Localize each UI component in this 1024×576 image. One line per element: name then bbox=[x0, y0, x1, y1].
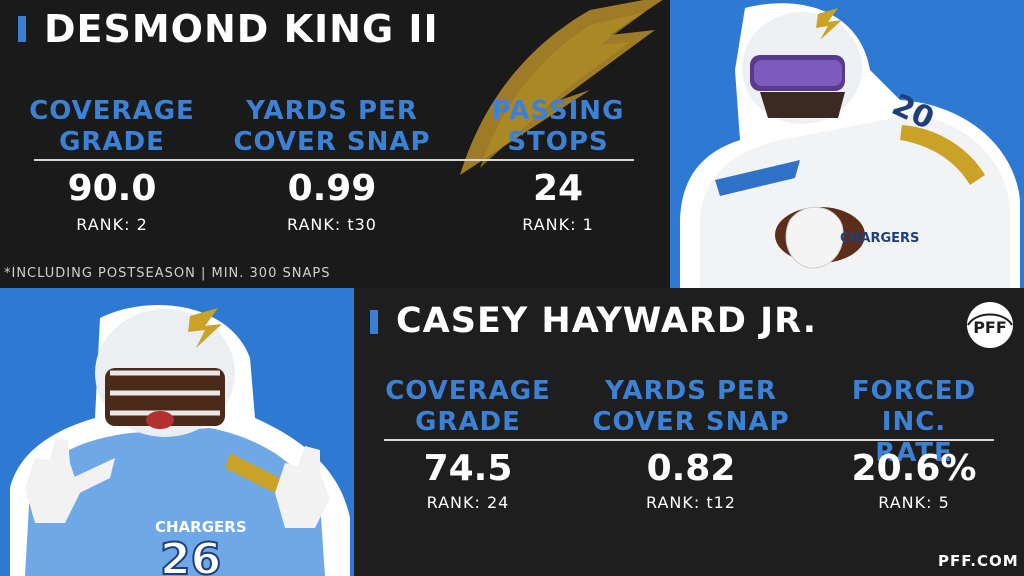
player-photo-art: 20 CHARGERS bbox=[680, 3, 1020, 288]
stat-rank-passing-stops: RANK: 1 bbox=[522, 215, 594, 234]
casey-hayward-stats-panel: CASEY HAYWARD JR. PFF COVERAGE GRADE YAR… bbox=[354, 288, 1024, 576]
stat-label-coverage-grade: COVERAGE GRADE bbox=[385, 376, 551, 437]
svg-text:CHARGERS: CHARGERS bbox=[840, 231, 919, 246]
desmond-king-photo: 20 CHARGERS bbox=[670, 0, 1024, 288]
stat-value-yards-per-cover-snap: 0.82 bbox=[646, 448, 736, 489]
stat-value-yards-per-cover-snap: 0.99 bbox=[287, 168, 377, 209]
stat-rank-coverage-grade: RANK: 2 bbox=[76, 215, 148, 234]
name-accent-bar bbox=[18, 16, 26, 42]
footnote: *INCLUDING POSTSEASON | MIN. 300 SNAPS bbox=[4, 266, 331, 281]
stat-value-coverage-grade: 74.5 bbox=[423, 448, 513, 489]
stat-rank-yards-per-cover-snap: RANK: t30 bbox=[287, 215, 377, 234]
stat-label-coverage-grade: COVERAGE GRADE bbox=[29, 96, 195, 157]
player-name: DESMOND KING II bbox=[44, 7, 439, 51]
stat-divider bbox=[384, 439, 994, 441]
player-name: CASEY HAYWARD JR. bbox=[396, 301, 818, 341]
stat-rank-yards-per-cover-snap: RANK: t12 bbox=[646, 493, 736, 512]
casey-hayward-photo: CHARGERS 26 bbox=[0, 288, 354, 576]
pff-logo-text: PFF bbox=[973, 318, 1007, 337]
stat-divider bbox=[34, 159, 634, 161]
stat-value-forced-inc-rate: 20.6% bbox=[851, 448, 977, 489]
pff-logo-icon: PFF bbox=[967, 302, 1013, 348]
name-accent-bar bbox=[370, 310, 378, 334]
stat-rank-forced-inc-rate: RANK: 5 bbox=[878, 493, 950, 512]
stat-value-passing-stops: 24 bbox=[532, 168, 584, 209]
jersey-number: 26 bbox=[160, 534, 221, 576]
stat-label-yards-per-cover-snap: YARDS PER COVER SNAP bbox=[233, 96, 431, 157]
stat-label-passing-stops: PASSING STOPS bbox=[491, 96, 625, 157]
chargers-bolt-icon bbox=[460, 0, 663, 175]
desmond-king-stats-panel: DESMOND KING II COVERAGE GRADE YARDS PER… bbox=[0, 0, 670, 288]
player-photo-art: CHARGERS 26 bbox=[10, 305, 350, 576]
site-url: PFF.COM bbox=[938, 552, 1019, 570]
jersey-wordmark: CHARGERS bbox=[155, 518, 247, 536]
stat-label-yards-per-cover-snap: YARDS PER COVER SNAP bbox=[592, 376, 790, 437]
stat-label-forced-inc-rate: FORCED INC. RATE bbox=[851, 376, 977, 468]
stat-value-coverage-grade: 90.0 bbox=[67, 168, 157, 209]
stat-rank-coverage-grade: RANK: 24 bbox=[426, 493, 510, 512]
